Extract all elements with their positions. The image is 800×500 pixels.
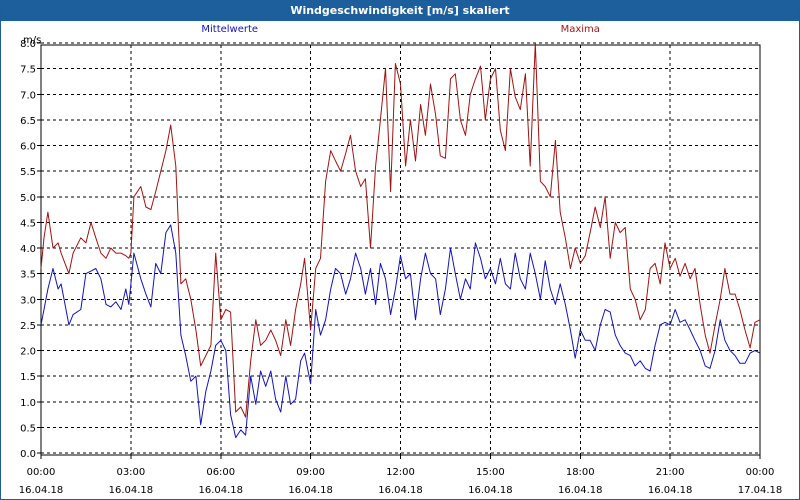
x-tick-date: 16.04.18 xyxy=(288,485,333,496)
wind-speed-chart: m/s 0.0 0.5 1.0 1.5 2.0 2.5 3.0 3.5 4.0 4.5 5.0 5.5… xyxy=(19,24,783,496)
legend-mittelwerte: Mittelwerte xyxy=(201,24,258,35)
x-tick-time: 03:00 xyxy=(116,467,145,478)
y-tick-label: 4.0 xyxy=(20,244,36,255)
x-tick-date: 16.04.18 xyxy=(468,485,513,496)
y-tick-label: 6.0 xyxy=(20,142,36,153)
y-tick-label: 3.5 xyxy=(20,270,36,281)
x-tick-date: 16.04.18 xyxy=(19,485,64,496)
y-tick-label: 2.5 xyxy=(20,321,36,332)
y-tick-label: 8.0 xyxy=(20,39,36,50)
y-tick-label: 7.5 xyxy=(20,65,36,76)
y-tick-label: 6.5 xyxy=(20,116,36,127)
x-tick-time: 15:00 xyxy=(476,467,505,478)
x-tick-time: 06:00 xyxy=(206,467,235,478)
series-line-mittelwerte xyxy=(40,224,761,439)
x-axis-ticks: 00:00 16.04.18 03:00 16.04.18 06:00 16.04.18 0… xyxy=(19,455,783,496)
x-tick-date: 16.04.18 xyxy=(109,485,154,496)
y-axis-ticks: 0.0 0.5 1.0 1.5 2.0 2.5 3.0 3.5 4.0 4.5 5.0 5.5 6.0 6… xyxy=(20,39,41,460)
series-lines xyxy=(40,42,761,439)
y-tick-label: 1.0 xyxy=(20,398,36,409)
x-tick-date: 16.04.18 xyxy=(648,485,693,496)
chart-title: Windgeschwindigkeit [m/s] skaliert xyxy=(1,1,799,21)
y-tick-label: 5.0 xyxy=(20,193,36,204)
grid-lines xyxy=(41,42,760,455)
x-tick-time: 12:00 xyxy=(386,467,415,478)
y-tick-label: 3.0 xyxy=(20,295,36,306)
x-tick-time: 21:00 xyxy=(656,467,685,478)
y-tick-label: 2.0 xyxy=(20,347,36,358)
x-tick-date: 16.04.18 xyxy=(378,485,423,496)
x-tick-time: 00:00 xyxy=(746,467,775,478)
axes: m/s xyxy=(23,35,761,456)
y-tick-label: 4.5 xyxy=(20,218,36,229)
x-tick-time: 09:00 xyxy=(296,467,325,478)
x-tick-time: 18:00 xyxy=(566,467,595,478)
series-line-maxima xyxy=(40,42,761,418)
y-tick-label: 0.5 xyxy=(20,423,36,434)
legend-maxima: Maxima xyxy=(561,24,600,35)
x-tick-date: 16.04.18 xyxy=(198,485,243,496)
x-tick-time: 00:00 xyxy=(27,467,56,478)
y-tick-label: 0.0 xyxy=(20,449,36,460)
y-tick-label: 1.5 xyxy=(20,372,36,383)
legend: Mittelwerte Maxima xyxy=(201,24,600,35)
y-tick-label: 5.5 xyxy=(20,167,36,178)
y-axis-label: m/s xyxy=(23,35,41,46)
y-tick-label: 7.0 xyxy=(20,90,36,101)
x-tick-date: 16.04.18 xyxy=(558,485,603,496)
x-tick-date: 17.04.18 xyxy=(738,485,783,496)
